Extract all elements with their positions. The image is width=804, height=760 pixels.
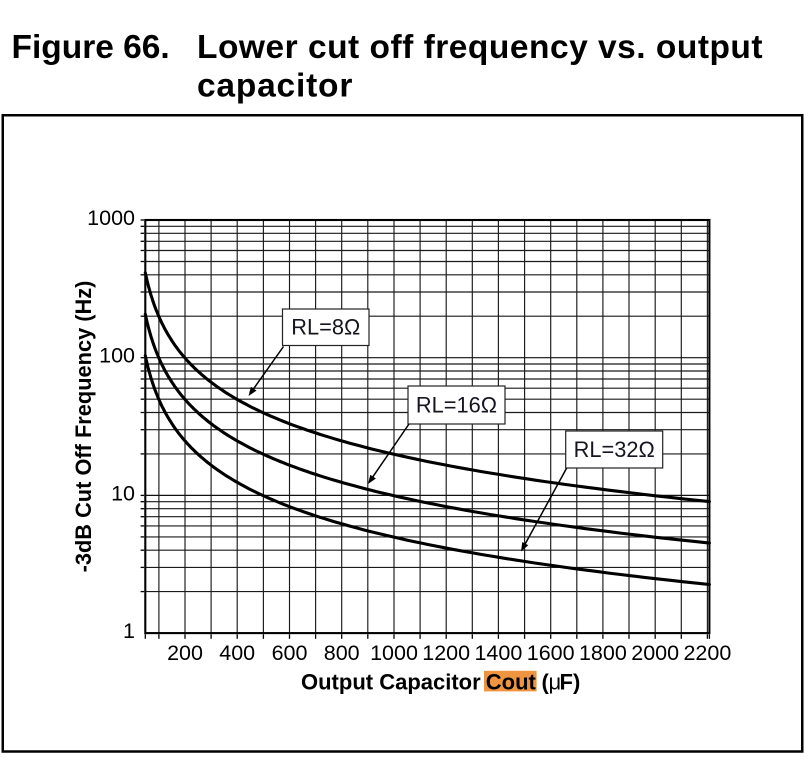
svg-text:RL=32Ω: RL=32Ω [574, 437, 655, 462]
svg-text:RL=8Ω: RL=8Ω [291, 315, 360, 340]
svg-text:100: 100 [99, 344, 135, 368]
svg-text:200: 200 [167, 641, 203, 665]
svg-text:1200: 1200 [422, 641, 470, 665]
svg-text:2000: 2000 [631, 641, 679, 665]
svg-text:1800: 1800 [579, 641, 627, 665]
svg-text:600: 600 [272, 641, 308, 665]
svg-text:1000: 1000 [370, 641, 418, 665]
svg-text:10: 10 [111, 481, 135, 505]
svg-text:400: 400 [219, 641, 255, 665]
svg-text:1400: 1400 [474, 641, 522, 665]
svg-text:Lower cut off frequency vs. ou: Lower cut off frequency vs. output [197, 29, 763, 66]
svg-text:capacitor: capacitor [197, 68, 353, 105]
svg-text:-3dB Cut Off Frequency (Hz): -3dB Cut Off Frequency (Hz) [71, 281, 96, 573]
svg-text:1600: 1600 [527, 641, 575, 665]
svg-text:RL=16Ω: RL=16Ω [416, 392, 497, 417]
svg-text:1000: 1000 [87, 206, 135, 230]
svg-text:800: 800 [324, 641, 360, 665]
svg-text:2200: 2200 [683, 641, 731, 665]
svg-text:Figure 66.: Figure 66. [12, 29, 170, 66]
svg-text:1: 1 [123, 619, 135, 643]
